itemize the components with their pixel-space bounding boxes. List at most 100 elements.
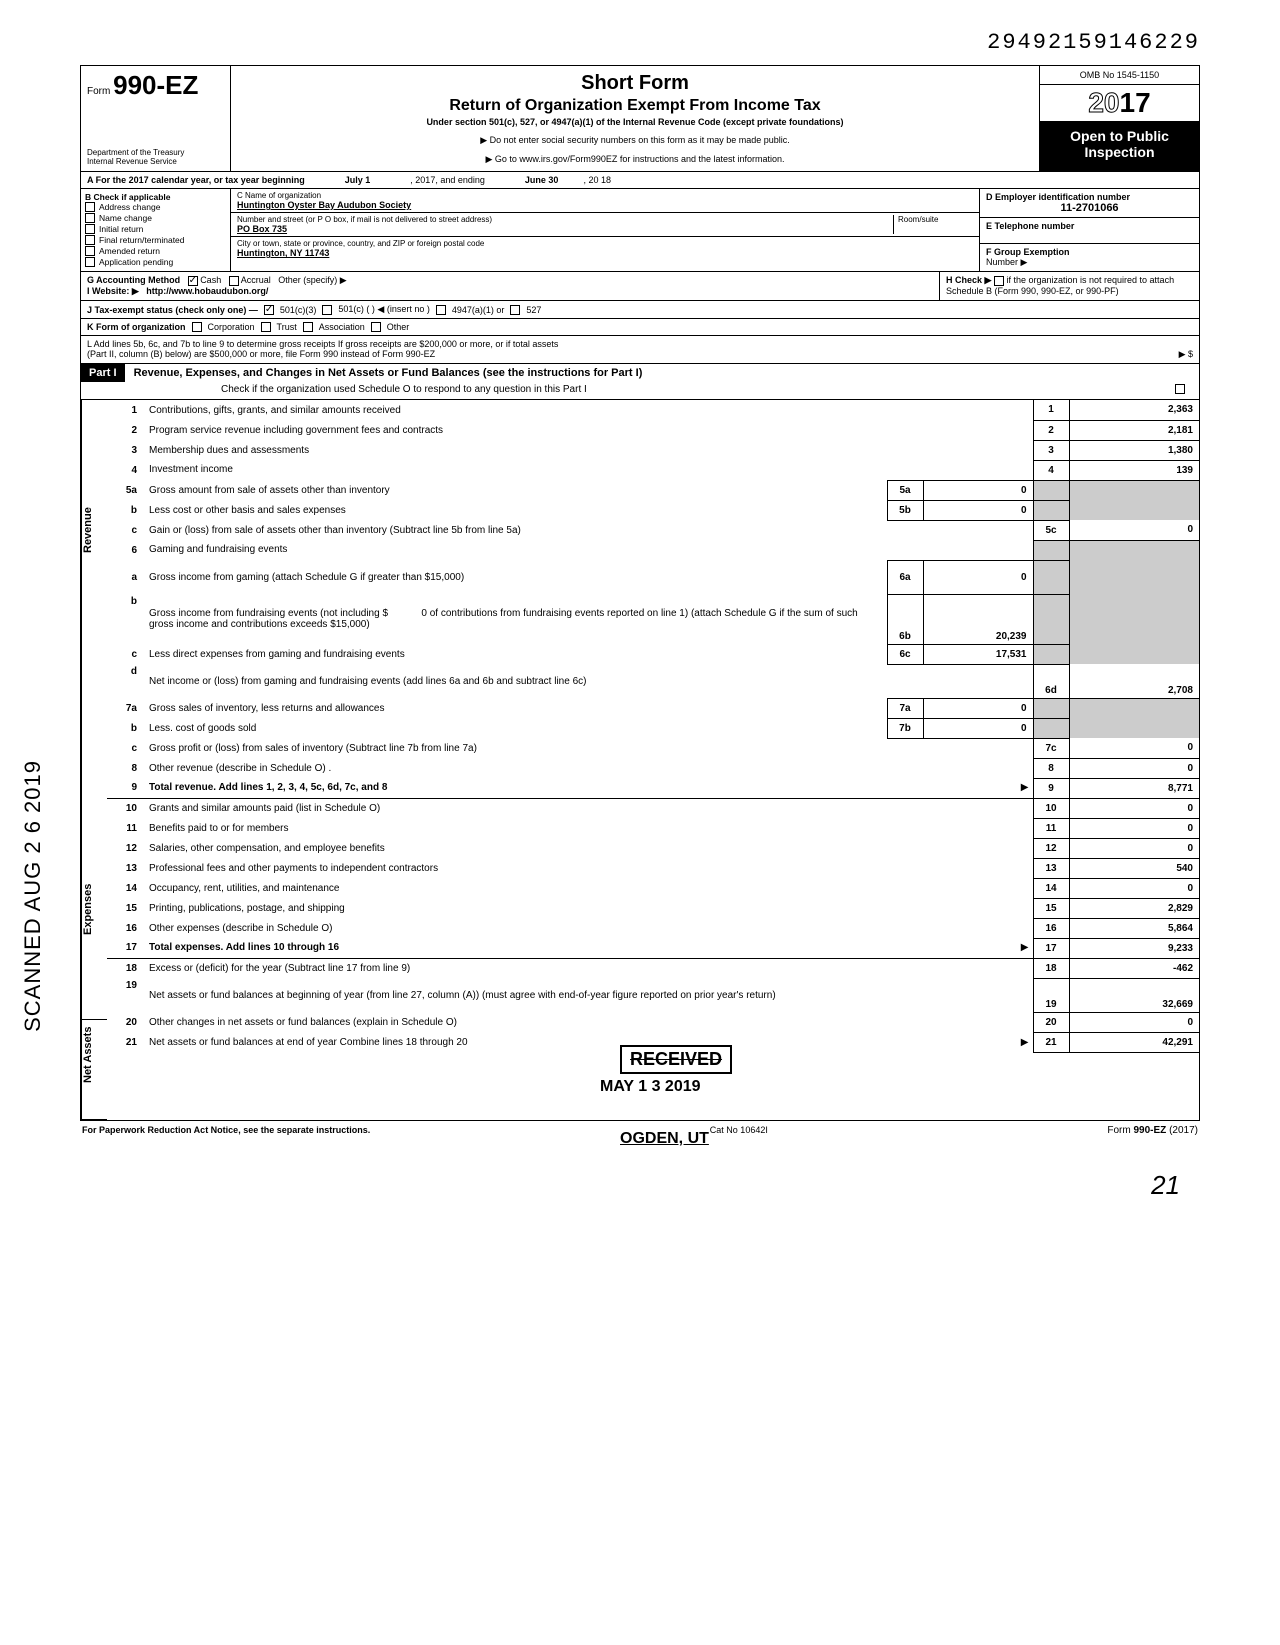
line-20: 20Other changes in net assets or fund ba…	[107, 1012, 1199, 1032]
line-9: 9Total revenue. Add lines 1, 2, 3, 4, 5c…	[107, 778, 1199, 798]
lbl-initial-return: Initial return	[99, 224, 143, 234]
chk-cash[interactable]	[188, 276, 198, 286]
chk-schedule-b[interactable]	[994, 276, 1004, 286]
under-section: Under section 501(c), 527, or 4947(a)(1)…	[241, 117, 1029, 127]
ogden-stamp: OGDEN, UT	[620, 1130, 709, 1148]
l-line1: L Add lines 5b, 6c, and 7b to line 9 to …	[87, 339, 1193, 349]
col-d-e-f: D Employer identification number 11-2701…	[979, 189, 1199, 271]
chk-other-org[interactable]	[371, 322, 381, 332]
lbl-accrual: Accrual	[241, 275, 271, 285]
l-arrow: ▶ $	[1179, 349, 1193, 360]
row-a-begin: July 1	[345, 175, 371, 185]
chk-final-return[interactable]	[85, 235, 95, 245]
e-phone-label: E Telephone number	[986, 221, 1193, 231]
line-6b: bGross income from fundraising events (n…	[107, 594, 1199, 644]
line-11: 11Benefits paid to or for members110	[107, 818, 1199, 838]
part-1-table: 1Contributions, gifts, grants, and simil…	[107, 400, 1199, 1053]
open-to-public: Open to Public Inspection	[1040, 122, 1199, 171]
side-netassets: Net Assets	[81, 1020, 107, 1120]
line-12: 12Salaries, other compensation, and empl…	[107, 838, 1199, 858]
h-label: H Check ▶	[946, 275, 991, 285]
lbl-amended-return: Amended return	[99, 246, 160, 256]
lbl-application-pending: Application pending	[99, 257, 173, 267]
part-1-label: Part I	[81, 364, 125, 382]
c-addr-label: Number and street (or P O box, if mail i…	[237, 215, 893, 224]
line-7b: bLess. cost of goods sold7b0	[107, 718, 1199, 738]
chk-corp[interactable]	[192, 322, 202, 332]
tax-year: 2017	[1040, 85, 1199, 122]
j-label: J Tax-exempt status (check only one) —	[87, 305, 258, 315]
line-19: 19Net assets or fund balances at beginni…	[107, 978, 1199, 1012]
chk-address-change[interactable]	[85, 202, 95, 212]
lbl-4947: 4947(a)(1) or	[452, 305, 505, 315]
lbl-address-change: Address change	[99, 202, 160, 212]
scanned-stamp: SCANNED AUG 2 6 2019	[20, 760, 46, 1032]
return-title: Return of Organization Exempt From Incom…	[241, 97, 1029, 115]
line-17: 17Total expenses. Add lines 10 through 1…	[107, 938, 1199, 958]
chk-527[interactable]	[510, 305, 520, 315]
side-revenue: Revenue	[81, 400, 107, 860]
g-label: G Accounting Method	[87, 275, 180, 285]
dept-irs: Internal Revenue Service	[87, 158, 224, 167]
lbl-501c: 501(c) ( ) ◀ (insert no )	[338, 304, 429, 315]
c-city-label: City or town, state or province, country…	[237, 239, 973, 248]
part-1-sub: Check if the organization used Schedule …	[221, 384, 587, 395]
form-number: 990-EZ	[113, 70, 198, 100]
i-website: http://www.hobaudubon.org/	[146, 286, 268, 296]
chk-amended-return[interactable]	[85, 246, 95, 256]
l-line2: (Part II, column (B) below) are $500,000…	[87, 349, 435, 360]
chk-initial-return[interactable]	[85, 224, 95, 234]
line-6d: dNet income or (loss) from gaming and fu…	[107, 664, 1199, 698]
chk-4947[interactable]	[436, 305, 446, 315]
line-5c: cGain or (loss) from sale of assets othe…	[107, 520, 1199, 540]
chk-trust[interactable]	[261, 322, 271, 332]
line-6c: cLess direct expenses from gaming and fu…	[107, 644, 1199, 664]
line-7c: cGross profit or (loss) from sales of in…	[107, 738, 1199, 758]
line-1: 1Contributions, gifts, grants, and simil…	[107, 400, 1199, 420]
c-room-label: Room/suite	[898, 215, 973, 224]
footer-left: For Paperwork Reduction Act Notice, see …	[82, 1125, 370, 1136]
part-1-body: Revenue Expenses Net Assets 1Contributio…	[81, 400, 1199, 1120]
chk-assoc[interactable]	[303, 322, 313, 332]
page-number: 21	[80, 1170, 1180, 1201]
line-8: 8Other revenue (describe in Schedule O) …	[107, 758, 1199, 778]
chk-501c3[interactable]	[264, 305, 274, 315]
chk-schedule-o[interactable]	[1175, 384, 1185, 394]
b-title: B Check if applicable	[85, 192, 226, 202]
footer-right: Form 990-EZ (2017)	[1107, 1125, 1198, 1136]
chk-name-change[interactable]	[85, 213, 95, 223]
short-form-title: Short Form	[241, 72, 1029, 95]
c-name-label: C Name of organization	[237, 191, 973, 200]
chk-501c[interactable]	[322, 305, 332, 315]
received-stamp: RECEIVED	[620, 1045, 732, 1074]
line-18: 18Excess or (deficit) for the year (Subt…	[107, 958, 1199, 978]
line-4: 4Investment income4139	[107, 460, 1199, 480]
chk-accrual[interactable]	[229, 276, 239, 286]
chk-application-pending[interactable]	[85, 257, 95, 267]
row-a-prefix: A For the 2017 calendar year, or tax yea…	[87, 175, 305, 185]
lbl-name-change: Name change	[99, 213, 152, 223]
c-addr: PO Box 735	[237, 224, 893, 234]
f-group-number: Number ▶	[986, 257, 1193, 268]
line-2: 2Program service revenue including gover…	[107, 420, 1199, 440]
document-number: 29492159146229	[80, 30, 1200, 55]
line-6: 6Gaming and fundraising events	[107, 540, 1199, 560]
d-ein-value: 11-2701066	[986, 202, 1193, 214]
row-k: K Form of organization Corporation Trust…	[81, 319, 1199, 336]
line-16: 16Other expenses (describe in Schedule O…	[107, 918, 1199, 938]
lbl-assoc: Association	[319, 322, 365, 332]
form-990ez-page: Form 990-EZ Department of the Treasury I…	[80, 65, 1200, 1121]
line-13: 13Professional fees and other payments t…	[107, 858, 1199, 878]
section-b-through-f: B Check if applicable Address change Nam…	[81, 189, 1199, 272]
line-10: 10Grants and similar amounts paid (list …	[107, 798, 1199, 818]
row-l: L Add lines 5b, 6c, and 7b to line 9 to …	[81, 336, 1199, 364]
line-14: 14Occupancy, rent, utilities, and mainte…	[107, 878, 1199, 898]
line-6a: aGross income from gaming (attach Schedu…	[107, 560, 1199, 594]
date-stamp: MAY 1 3 2019	[600, 1078, 701, 1096]
i-label: I Website: ▶	[87, 286, 139, 296]
lbl-other-method: Other (specify) ▶	[278, 275, 346, 285]
ssn-warning: ▶ Do not enter social security numbers o…	[241, 135, 1029, 146]
form-header: Form 990-EZ Department of the Treasury I…	[81, 66, 1199, 172]
d-ein-label: D Employer identification number	[986, 192, 1193, 202]
row-a-end-month: June 30	[525, 175, 559, 185]
